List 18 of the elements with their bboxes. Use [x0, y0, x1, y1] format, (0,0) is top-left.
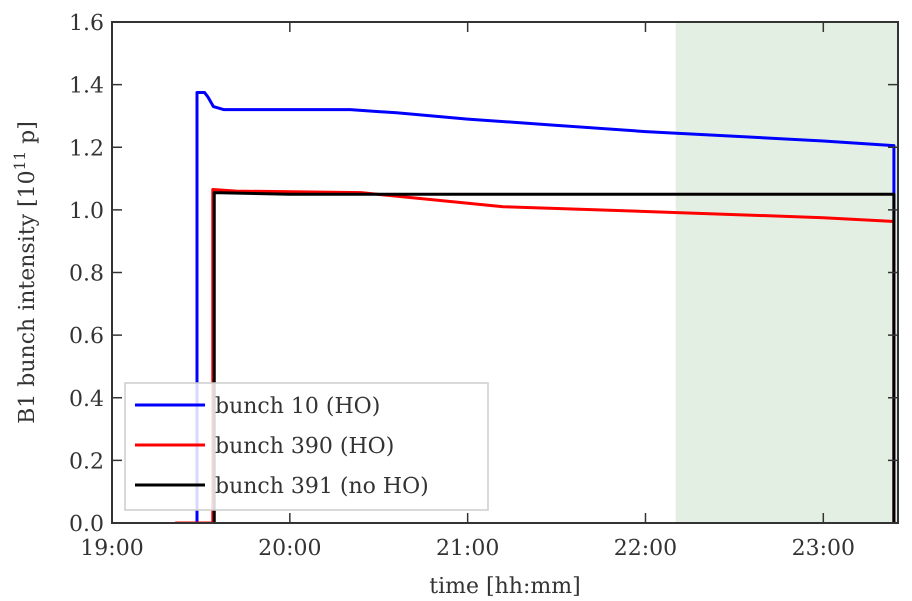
legend-label: bunch 10 (HO)	[215, 394, 380, 419]
legend-label: bunch 391 (no HO)	[215, 474, 429, 499]
legend-label: bunch 390 (HO)	[215, 434, 394, 459]
x-tick-label: 22:00	[614, 536, 678, 561]
x-tick-label: 23:00	[792, 536, 856, 561]
x-axis-title: time [hh:mm]	[429, 574, 581, 599]
y-tick-label: 1.0	[69, 198, 104, 224]
y-tick-label: 1.6	[69, 11, 104, 36]
y-tick-label: 1.2	[69, 136, 104, 162]
y-tick-label: 0.2	[69, 449, 104, 474]
x-tick-label: 21:00	[436, 536, 500, 561]
y-tick-label: 0.4	[69, 386, 104, 412]
y-tick-label: 0.6	[69, 324, 104, 350]
x-tick-label: 20:00	[258, 536, 322, 561]
y-tick-label: 0.0	[69, 512, 104, 537]
y-tick-label: 0.8	[69, 262, 104, 286]
y-tick-label: 1.4	[69, 74, 104, 99]
x-tick-label: 19:00	[80, 536, 144, 561]
